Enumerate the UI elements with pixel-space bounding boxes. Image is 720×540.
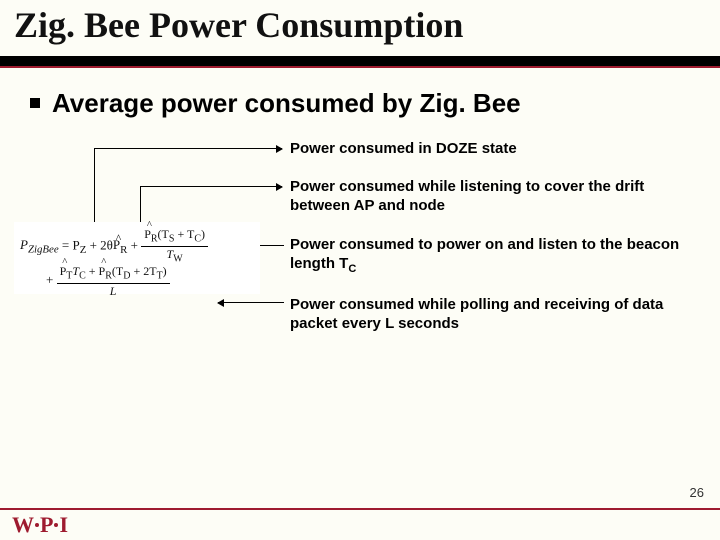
f-f2-pt: P <box>60 264 67 278</box>
wpi-logo: WPI <box>12 512 68 538</box>
page-number: 26 <box>690 485 704 500</box>
f-f1-r2: + T <box>174 227 194 241</box>
connector-polling-h <box>218 302 284 303</box>
f-f1-r3: ) <box>201 227 205 241</box>
formula-line1: PZigBee = PZ + 2θPR + PR(TS + TC)TW <box>20 228 254 265</box>
f-f1-sub-c: C <box>194 233 201 244</box>
f-l2-plus: + <box>46 272 57 287</box>
f-f2-r1: (T <box>112 264 123 278</box>
connector-doze-h <box>94 148 282 149</box>
f-f1-r1: (T <box>158 227 169 241</box>
annotation-beacon-subscript: C <box>348 263 356 275</box>
f-sub-zigbee: ZigBee <box>28 244 59 256</box>
f-f2-r2: + 2T <box>130 264 156 278</box>
f-eq: = P <box>59 237 80 252</box>
f-f2-sub-r: R <box>105 270 112 281</box>
f-f2-sub-c: C <box>79 270 86 281</box>
f-f2-den-l: L <box>110 284 117 298</box>
subtitle-text: Average power consumed by Zig. Bee <box>52 88 521 119</box>
subtitle-row: Average power consumed by Zig. Bee <box>30 88 700 119</box>
f-pr1: P <box>113 237 120 252</box>
formula-line2: + PTTC + PR(TD + 2TT)L <box>20 265 254 297</box>
f-f1-sub-r: R <box>151 233 158 244</box>
logo-dot-icon <box>35 523 39 527</box>
f-plus1: + 2θ <box>86 237 113 252</box>
f-f2-r3: ) <box>163 264 167 278</box>
f-f2-plus: + <box>86 264 99 278</box>
logo-dot-icon <box>54 523 58 527</box>
f-frac2: PTTC + PR(TD + 2TT)L <box>57 265 170 297</box>
f-f1-pr: P <box>144 227 151 241</box>
connector-doze-v <box>94 148 95 230</box>
title-divider-red <box>0 66 720 68</box>
bullet-icon <box>30 98 40 108</box>
connector-drift-h <box>140 186 282 187</box>
annotation-drift: Power consumed while listening to cover … <box>290 178 700 216</box>
f-frac1: PR(TS + TC)TW <box>141 228 208 265</box>
formula: PZigBee = PZ + 2θPR + PR(TS + TC)TW + PT… <box>14 222 260 294</box>
f-plus2: + <box>127 237 141 252</box>
annotation-beacon: Power consumed to power on and listen to… <box>290 236 700 277</box>
title-block: Zig. Bee Power Consumption <box>0 0 720 50</box>
f-p: P <box>20 237 28 252</box>
title-divider-dark <box>0 56 720 66</box>
slide-title: Zig. Bee Power Consumption <box>14 6 706 46</box>
slide: Zig. Bee Power Consumption Average power… <box>0 0 720 540</box>
footer-divider <box>0 508 720 510</box>
annotation-polling: Power consumed while polling and receivi… <box>290 296 700 334</box>
annotation-doze: Power consumed in DOZE state <box>290 140 690 159</box>
f-f2-pr: P <box>99 264 106 278</box>
f-f1-den-w: W <box>173 253 182 264</box>
